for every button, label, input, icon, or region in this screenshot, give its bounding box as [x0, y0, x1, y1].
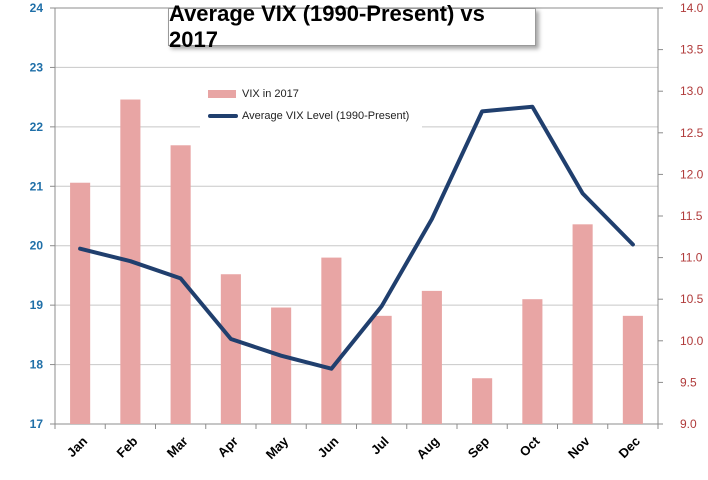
legend-item-bars: VIX in 2017: [200, 84, 299, 104]
bar: [572, 224, 593, 424]
y-left-tick-label: 21: [30, 179, 44, 193]
x-tick-label: Dec: [616, 434, 643, 461]
legend-swatch-bars: [208, 90, 236, 98]
x-tick-label: Mar: [164, 434, 191, 461]
y-right-tick-label: 14.0: [680, 1, 704, 15]
x-tick-label: Oct: [517, 433, 543, 459]
x-tick-label: Apr: [215, 434, 241, 460]
legend-item-line: Average VIX Level (1990-Present): [200, 106, 409, 126]
y-right-tick-label: 13.0: [680, 84, 704, 98]
bar: [421, 290, 442, 424]
y-right-tick-label: 11.5: [680, 209, 703, 223]
bar: [472, 378, 493, 424]
y-left-tick-label: 24: [30, 1, 44, 15]
y-left-tick-label: 23: [30, 60, 44, 74]
legend-swatch-line: [208, 114, 238, 118]
y-left-tick-label: 20: [30, 239, 44, 253]
y-right-tick-label: 10.5: [680, 292, 704, 306]
legend: VIX in 2017 Average VIX Level (1990-Pres…: [200, 80, 422, 128]
x-tick-label: May: [263, 433, 292, 462]
chart-title: Average VIX (1990-Present) vs 2017: [168, 1, 536, 52]
y-left-tick-label: 19: [30, 298, 44, 312]
y-right-tick-label: 9.5: [680, 375, 697, 389]
x-tick-label: Jun: [315, 433, 342, 460]
y-left-tick-label: 17: [30, 417, 44, 431]
series-line: [78, 104, 635, 371]
bar: [170, 145, 191, 424]
y-right-tick-label: 13.5: [680, 43, 704, 57]
y-left-tick-label: 22: [30, 120, 44, 134]
bar: [70, 182, 91, 424]
y-right-tick-label: 10.0: [680, 334, 704, 348]
x-tick-label: Jan: [64, 433, 90, 459]
bar: [220, 274, 241, 424]
x-tick-label: Aug: [414, 433, 443, 462]
x-tick-label: Jul: [368, 434, 392, 458]
y-left-tick-label: 18: [30, 358, 44, 372]
bar: [522, 299, 543, 424]
legend-label-line: Average VIX Level (1990-Present): [242, 110, 410, 122]
bar: [271, 307, 292, 424]
x-tick-label: Sep: [465, 433, 493, 461]
y-right-tick-label: 12.0: [680, 167, 704, 181]
bar: [622, 315, 643, 424]
y-right-tick-label: 12.5: [680, 126, 704, 140]
x-tick-label: Nov: [565, 433, 594, 462]
bar: [321, 257, 342, 424]
plot-area: [54, 7, 659, 425]
y-right-tick-label: 11.0: [680, 251, 703, 265]
bar: [371, 315, 392, 424]
legend-label-bars: VIX in 2017: [242, 88, 299, 100]
x-tick-label: Feb: [114, 433, 141, 460]
y-right-tick-label: 9.0: [680, 417, 697, 431]
